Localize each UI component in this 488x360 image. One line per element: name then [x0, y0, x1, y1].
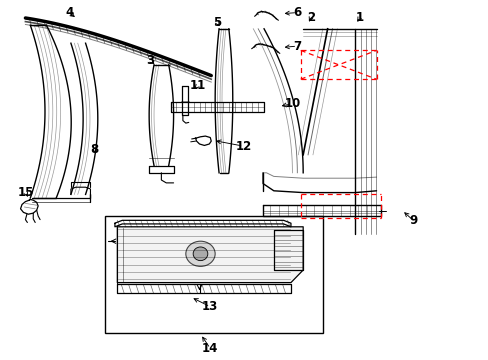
Polygon shape — [117, 227, 303, 283]
Text: 5: 5 — [213, 16, 221, 29]
Text: 8: 8 — [91, 143, 99, 156]
Text: 1: 1 — [355, 11, 363, 24]
Text: 2: 2 — [306, 11, 314, 24]
Text: 14: 14 — [202, 342, 218, 355]
Text: 4: 4 — [65, 6, 73, 19]
Text: 7: 7 — [293, 40, 301, 53]
Text: 15: 15 — [17, 186, 34, 199]
Text: 12: 12 — [235, 140, 251, 153]
Ellipse shape — [185, 241, 215, 266]
Text: 13: 13 — [202, 300, 218, 313]
Bar — [105, 216, 322, 333]
Text: 11: 11 — [189, 79, 205, 92]
Text: 3: 3 — [146, 54, 154, 67]
Text: 10: 10 — [284, 97, 300, 110]
Ellipse shape — [193, 247, 207, 261]
Text: 9: 9 — [408, 214, 416, 227]
Text: 6: 6 — [293, 6, 301, 19]
